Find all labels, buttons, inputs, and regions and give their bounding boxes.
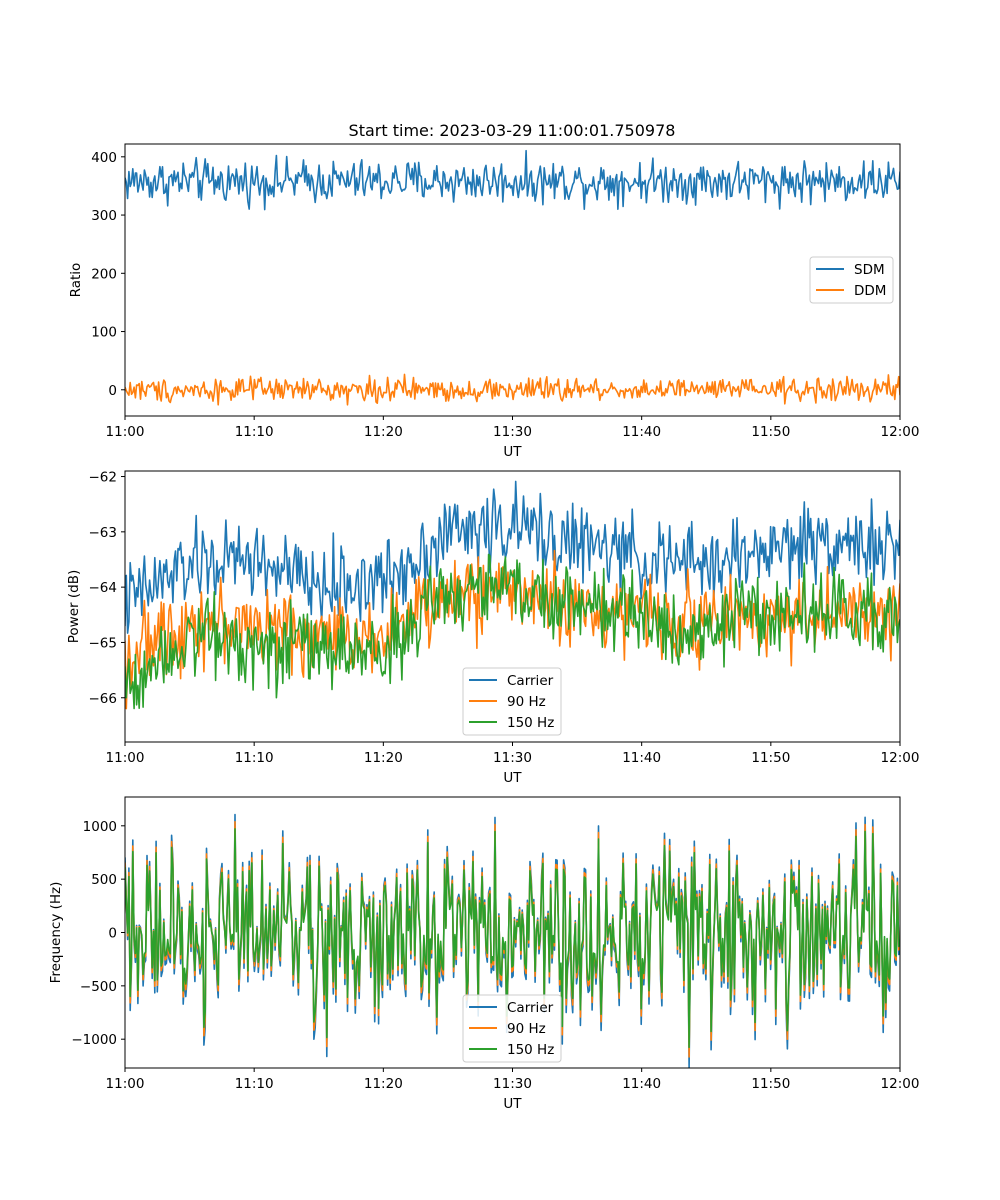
x-tick-label: 12:00 — [881, 750, 920, 766]
y-tick-label: −66 — [89, 691, 118, 707]
series-line-carrier — [125, 480, 900, 634]
x-tick-label: 11:10 — [235, 1076, 274, 1092]
x-tick-label: 11:30 — [493, 750, 532, 766]
series-group — [125, 480, 900, 710]
chart-panel-2: 11:00 11:10 11:20 11:30 11:40 11:50 12:00 −66 −6… — [66, 470, 919, 786]
legend: Carrier 90 Hz 150 Hz — [462, 667, 562, 736]
x-tick-label: 11:50 — [751, 1076, 790, 1092]
chart-title: Start time: 2023-03-29 11:00:01.750978 — [349, 121, 676, 140]
y-tick-label: −1000 — [71, 1032, 117, 1048]
y-tick-label: 0 — [108, 926, 117, 942]
legend: Carrier 90 Hz 150 Hz — [462, 994, 562, 1063]
y-tick-label: 1000 — [83, 819, 117, 835]
y-axis-label: Frequency (Hz) — [48, 882, 64, 984]
y-tick-label: 100 — [91, 325, 117, 341]
legend: SDM DDM — [809, 256, 894, 304]
y-tick-label: 200 — [91, 266, 117, 282]
y-tick-label: −63 — [89, 525, 118, 541]
legend-label: 150 Hz — [507, 1042, 554, 1058]
y-tick-label: −62 — [89, 470, 118, 486]
legend-label: 150 Hz — [507, 715, 554, 731]
x-axis-label: UT — [503, 444, 522, 460]
y-tick-label: 400 — [91, 150, 117, 166]
legend-box — [462, 667, 562, 736]
x-tick-label: 11:30 — [493, 1076, 532, 1092]
y-tick-label: −500 — [80, 979, 117, 995]
chart-panel-3: 11:00 11:10 11:20 11:30 11:40 11:50 12:00 −1000… — [48, 796, 920, 1112]
legend-label: DDM — [854, 283, 886, 299]
x-axis-label: UT — [503, 1096, 522, 1112]
legend-label: Carrier — [507, 673, 554, 689]
chart-panel-1: 11:00 11:10 11:20 11:30 11:40 11:50 12:00 0 100 2… — [68, 143, 920, 460]
y-axis-label: Ratio — [68, 263, 84, 298]
legend-label: Carrier — [507, 1000, 554, 1016]
x-tick-label: 12:00 — [881, 1076, 920, 1092]
series-line-150-hz — [125, 828, 900, 1049]
y-axis-label: Power (dB) — [66, 570, 82, 643]
x-tick-label: 11:20 — [364, 750, 403, 766]
x-tick-label: 11:50 — [751, 424, 790, 440]
x-tick-label: 11:10 — [235, 424, 274, 440]
x-tick-label: 11:40 — [622, 424, 661, 440]
x-tick-label: 11:50 — [751, 750, 790, 766]
series-line-150-hz — [125, 553, 900, 710]
x-tick-label: 11:40 — [622, 750, 661, 766]
x-tick-label: 12:00 — [881, 424, 920, 440]
legend-label: 90 Hz — [507, 694, 546, 710]
y-tick-label: 300 — [91, 208, 117, 224]
series-group — [125, 149, 900, 406]
x-tick-label: 11:20 — [364, 424, 403, 440]
x-tick-label: 11:20 — [364, 1076, 403, 1092]
y-tick-label: −64 — [89, 580, 118, 596]
x-tick-label: 11:00 — [106, 424, 145, 440]
series-line-90-hz — [125, 549, 900, 710]
legend-label: 90 Hz — [507, 1021, 546, 1037]
x-tick-label: 11:40 — [622, 1076, 661, 1092]
legend-label: SDM — [854, 262, 885, 278]
series-line-carrier — [125, 813, 900, 1068]
y-tick-label: 0 — [108, 383, 117, 399]
y-tick-label: −65 — [89, 635, 118, 651]
x-tick-label: 11:00 — [106, 750, 145, 766]
y-tick-label: 500 — [91, 872, 117, 888]
x-tick-label: 11:10 — [235, 750, 274, 766]
x-tick-label: 11:30 — [493, 424, 532, 440]
series-group — [125, 813, 900, 1068]
series-line-ddm — [125, 373, 900, 406]
x-axis-label: UT — [503, 770, 522, 786]
legend-box — [462, 994, 562, 1063]
x-tick-label: 11:00 — [106, 1076, 145, 1092]
series-line-sdm — [125, 149, 900, 211]
